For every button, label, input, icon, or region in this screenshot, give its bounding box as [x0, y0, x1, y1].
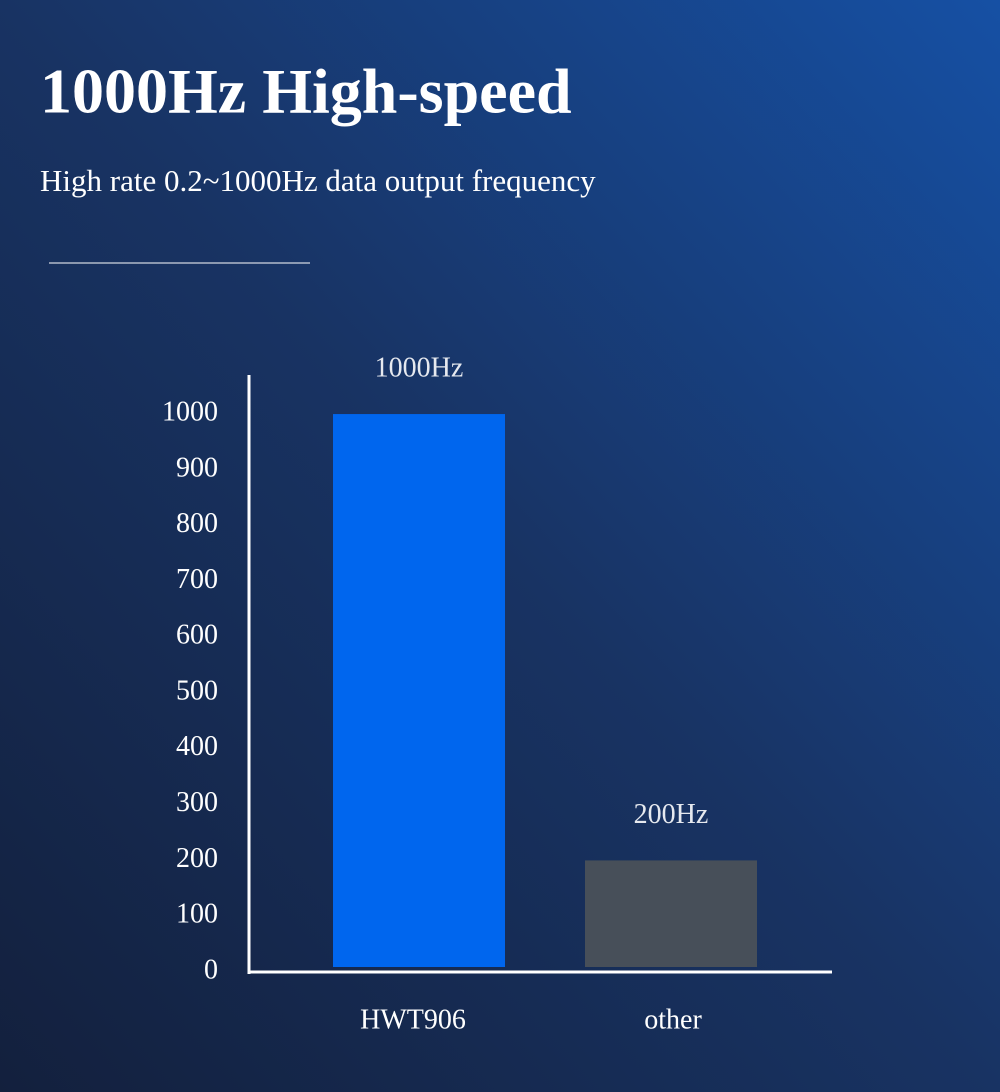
- bar: [333, 414, 505, 968]
- y-tick-label: 500: [176, 675, 218, 706]
- bar: [585, 860, 757, 967]
- x-tick-label: other: [644, 1004, 702, 1035]
- chart-subtitle: High rate 0.2~1000Hz data output frequen…: [40, 163, 596, 198]
- value-label: 1000Hz: [375, 352, 464, 383]
- y-tick-label: 700: [176, 564, 218, 595]
- value-label: 200Hz: [634, 799, 709, 830]
- y-tick-label: 100: [176, 899, 218, 930]
- y-tick-label: 300: [176, 787, 218, 818]
- y-tick-label: 400: [176, 731, 218, 762]
- y-tick-label: 800: [176, 508, 218, 539]
- x-tick-label: HWT906: [360, 1004, 466, 1035]
- chart-title: 1000Hz High-speed: [40, 56, 572, 127]
- y-tick-label: 600: [176, 620, 218, 651]
- y-tick-label: 200: [176, 843, 218, 874]
- y-tick-label: 1000: [162, 396, 218, 427]
- y-tick-label: 0: [204, 954, 218, 985]
- y-tick-label: 900: [176, 452, 218, 483]
